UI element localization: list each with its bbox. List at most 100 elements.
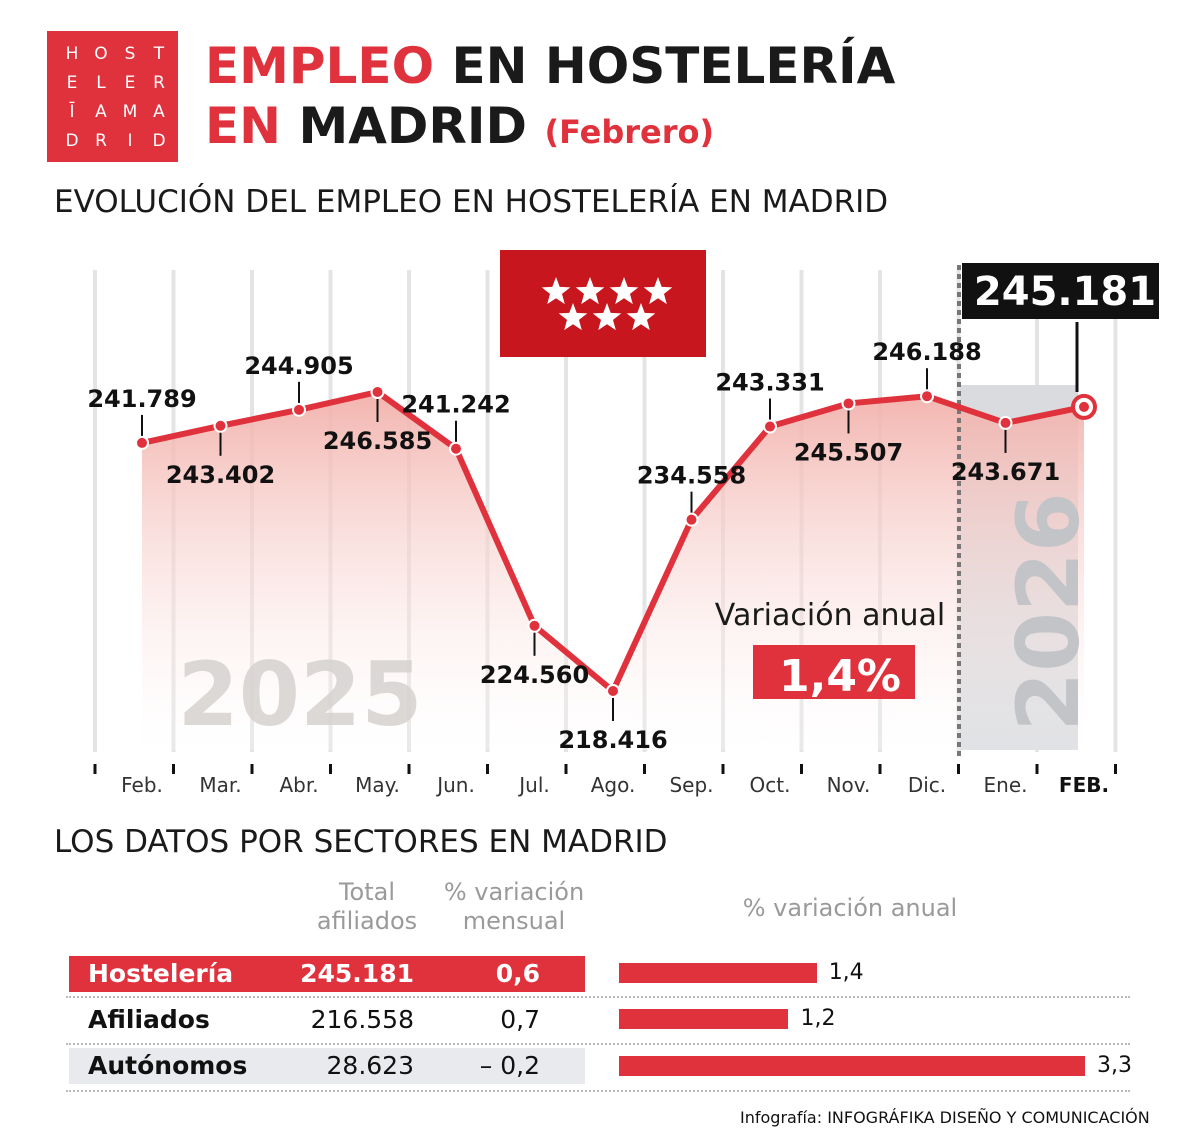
logo-letter: D xyxy=(152,131,166,151)
category-label: Ago. xyxy=(591,773,636,797)
logo-row: H O S T xyxy=(61,44,169,64)
year-label-2025: 2025 xyxy=(178,643,423,746)
logo-letter: A xyxy=(153,102,165,122)
point-marker xyxy=(920,389,934,404)
value-label: 218.416 xyxy=(558,726,667,754)
variation-value: 1,4% xyxy=(779,651,901,702)
logo-letter: M xyxy=(122,102,138,122)
logo-letter: E xyxy=(66,73,78,93)
credit-prefix: Infografía: xyxy=(740,1108,828,1127)
category-label: Sep. xyxy=(669,773,713,797)
highlight-label-box xyxy=(962,263,1159,319)
credit: Infografía: INFOGRÁFIKA DISEÑO Y COMUNIC… xyxy=(740,1108,1150,1127)
flag-star-icon xyxy=(626,303,656,331)
page-title-line1: EMPLEO EN HOSTELERÍA xyxy=(205,38,895,94)
annual-variation-value: 3,3 xyxy=(1097,1053,1132,1078)
row-mensual: – 0,2 xyxy=(479,1051,540,1080)
point-marker xyxy=(606,684,620,698)
value-label: 234.558 xyxy=(637,462,746,490)
point-marker xyxy=(135,435,149,450)
point-marker-highlight-core xyxy=(1079,401,1089,412)
logo-letter: S xyxy=(124,44,136,64)
point-marker xyxy=(449,441,463,456)
title-word: MADRID xyxy=(298,97,528,155)
value-label: 245.507 xyxy=(794,438,903,466)
header-total-line2: afiliados xyxy=(316,907,418,935)
category-label: Jun. xyxy=(435,773,475,797)
category-label: Feb. xyxy=(121,773,163,797)
logo-letter: R xyxy=(153,73,165,93)
variation-label: Variación anual xyxy=(715,598,946,633)
flag-star-icon xyxy=(592,303,622,331)
title-word: EN xyxy=(205,97,282,155)
flag-star-icon xyxy=(643,277,673,305)
category-label: Dic. xyxy=(908,773,946,797)
hosteleria-madrid-logo: H O S T E L E R Ī A M A D R I D xyxy=(47,31,178,162)
point-marker xyxy=(292,402,306,417)
page-title-line2: EN MADRID (Febrero) xyxy=(205,98,714,160)
header-total: Total afiliados xyxy=(300,878,434,936)
logo-letter: L xyxy=(96,73,106,93)
point-marker xyxy=(763,419,777,434)
logo-row: D R I D xyxy=(61,131,169,151)
flag-star-icon xyxy=(541,277,571,305)
flag-star-icon xyxy=(575,277,605,305)
flag-star-icon xyxy=(558,303,588,331)
logo-row: Ī A M A xyxy=(61,102,169,122)
employment-line-chart: 2025 2026 241.789 243.402 244.905 246.585 24… xyxy=(87,250,1159,797)
category-label: Nov. xyxy=(827,773,871,797)
variation-box xyxy=(753,645,915,699)
row-total: 216.558 xyxy=(310,1005,414,1034)
header-mensual-line1: % variación xyxy=(443,878,585,906)
annual-variation-bar xyxy=(619,963,817,983)
logo-letter: Ī xyxy=(69,102,75,122)
category-label: FEB. xyxy=(1059,773,1109,797)
title-month: (Febrero) xyxy=(544,113,715,151)
point-marker xyxy=(213,418,228,433)
row-highlight-bg xyxy=(69,956,585,992)
value-label: 243.671 xyxy=(951,458,1060,486)
category-label: Oct. xyxy=(750,773,791,797)
logo-letter: H xyxy=(65,44,79,64)
madrid-flag-icon xyxy=(500,250,706,357)
point-marker xyxy=(841,396,856,411)
logo-letter: R xyxy=(95,131,107,151)
logo-letter: I xyxy=(127,131,133,151)
header-anual: % variación anual xyxy=(742,894,958,922)
point-marker xyxy=(998,415,1013,430)
row-divider xyxy=(66,1090,1130,1092)
value-label: 246.585 xyxy=(323,427,432,455)
logo-letter: A xyxy=(95,102,107,122)
row-mensual: 0,7 xyxy=(500,1005,540,1034)
point-marker xyxy=(527,618,542,633)
value-label: 246.188 xyxy=(872,338,981,366)
logo-letter: E xyxy=(124,73,136,93)
value-label: 224.560 xyxy=(480,661,589,689)
highlight-label: 245.181 xyxy=(974,269,1156,315)
logo-row: E L E R xyxy=(61,73,169,93)
logo-letter: O xyxy=(94,44,108,64)
header-mensual-line2: mensual xyxy=(462,907,566,935)
value-label: 241.789 xyxy=(87,385,196,413)
sectors-section-title: LOS DATOS POR SECTORES EN MADRID xyxy=(54,824,668,860)
annual-variation-value: 1,4 xyxy=(828,960,864,985)
annual-variation-bar xyxy=(619,1056,1085,1076)
row-mensual: 0,6 xyxy=(495,959,540,988)
value-label: 244.905 xyxy=(244,352,353,380)
header-total-line1: Total xyxy=(338,878,396,906)
row-total: 245.181 xyxy=(300,959,414,988)
chart-section-title: EVOLUCIÓN DEL EMPLEO EN HOSTELERÍA EN MA… xyxy=(54,184,889,220)
row-label: Autónomos xyxy=(88,1051,248,1080)
row-divider xyxy=(66,996,1130,998)
title-word: EN HOSTELERÍA xyxy=(451,37,896,95)
value-label: 243.402 xyxy=(166,461,275,489)
logo-letter: D xyxy=(65,131,79,151)
row-divider xyxy=(66,1043,1130,1045)
point-marker xyxy=(684,512,699,527)
category-label: Ene. xyxy=(984,773,1028,797)
category-label: Jul. xyxy=(517,773,550,797)
value-label: 241.242 xyxy=(401,391,510,419)
category-label: Abr. xyxy=(279,773,318,797)
title-word: EMPLEO xyxy=(205,37,435,95)
category-label: Mar. xyxy=(199,773,241,797)
